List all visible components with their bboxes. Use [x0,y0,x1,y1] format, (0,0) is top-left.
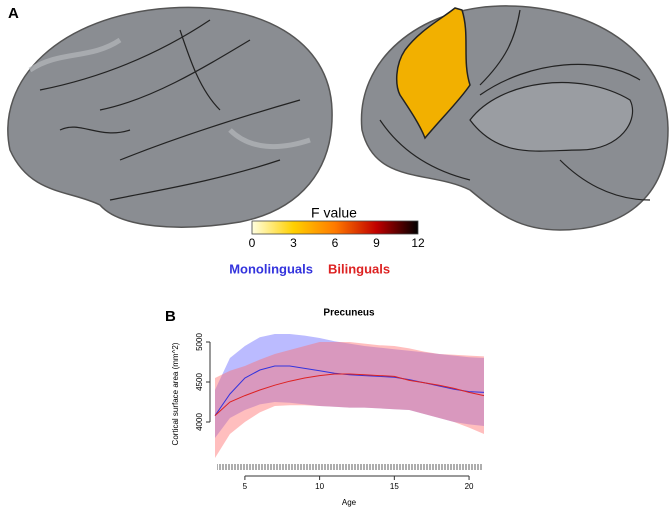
y-tick-label: 5000 [195,333,204,351]
line [214,373,485,416]
y-tick-label: 4500 [195,373,204,391]
legend-entry: Bilinguals [328,261,390,276]
line [214,365,485,416]
legend-entry: Monolinguals [229,261,313,276]
brain-lateral [7,6,333,228]
colorbar-tick-label: 12 [411,236,425,250]
x-tick-label: 5 [243,482,248,491]
rug [217,464,483,470]
brain-medial [360,5,669,231]
colorbar-tick-label: 6 [332,236,339,250]
colorbar [251,220,419,235]
confidence-band [215,342,484,458]
panel-label: A [8,5,19,22]
x-tick-label: 15 [390,482,399,491]
chart-title: Precuneus [323,308,375,319]
x-tick-label: 20 [465,482,474,491]
x-tick-label: 10 [315,482,324,491]
confidence-band [215,334,484,438]
colorbar-tick-label: 0 [249,236,256,250]
y-axis-label: Cortical surface area (mm^2) [171,342,180,445]
panel-label: B [165,308,176,325]
x-axis-label: Age [342,498,357,507]
colorbar-title: F value [311,205,357,221]
colorbar-tick-label: 9 [373,236,380,250]
colorbar-tick-label: 3 [290,236,297,250]
y-tick-label: 4000 [195,413,204,431]
